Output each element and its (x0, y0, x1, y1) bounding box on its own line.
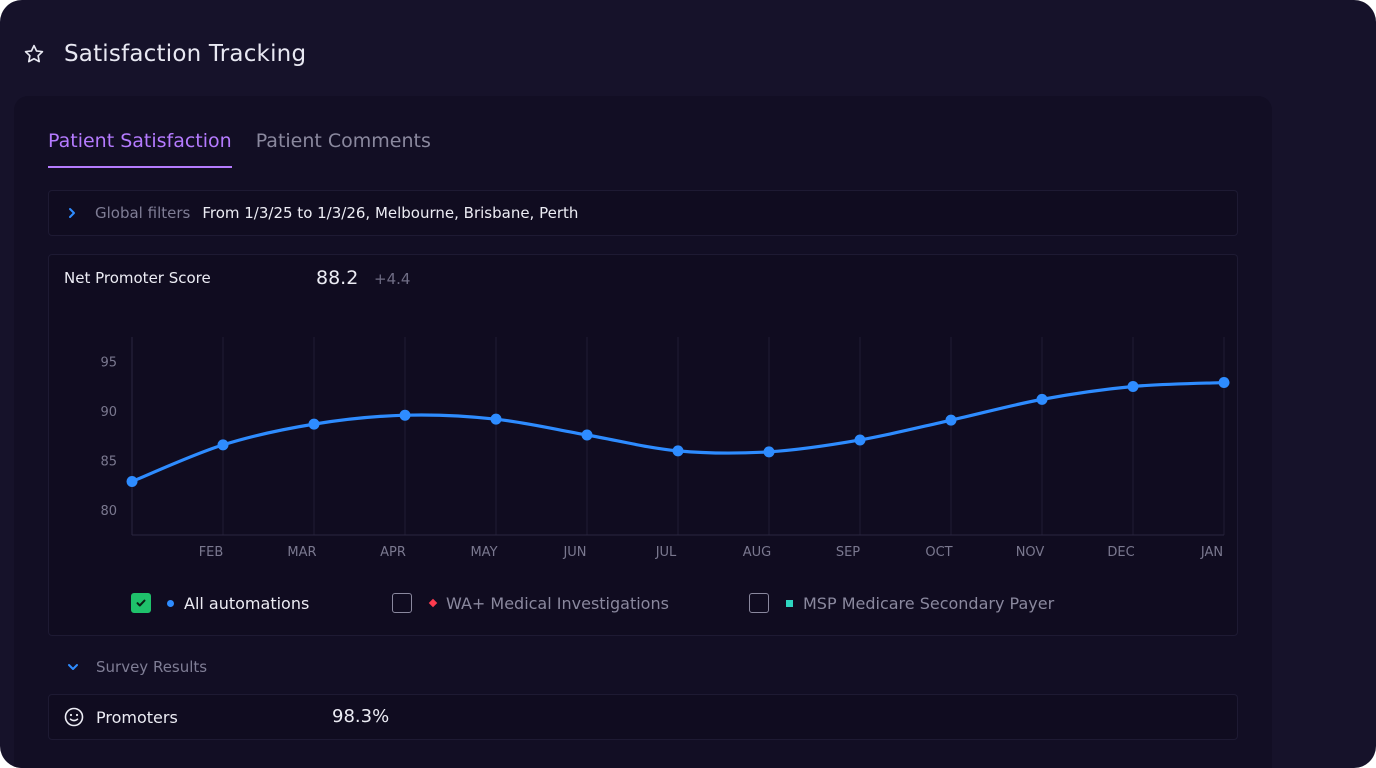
data-point (1218, 377, 1230, 389)
data-point (672, 445, 684, 457)
x-tick-label: AUG (743, 545, 771, 560)
legend-label: WA+ Medical Investigations (446, 593, 669, 613)
checkbox-all-automations[interactable] (131, 593, 151, 613)
data-point (945, 414, 957, 426)
nps-delta: +4.4 (374, 270, 411, 288)
global-filters-value: From 1/3/25 to 1/3/26, Melbourne, Brisba… (202, 204, 579, 222)
legend-item-all-automations[interactable]: All automations (131, 593, 309, 613)
legend-marker-diamond (428, 598, 438, 608)
nps-label: Net Promoter Score (64, 269, 211, 287)
y-tick-label: 85 (100, 454, 117, 469)
global-filters-label: Global filters (95, 204, 191, 222)
legend-label: All automations (184, 593, 310, 613)
data-point (490, 413, 502, 425)
legend-marker-square (786, 599, 793, 607)
star-icon[interactable] (22, 42, 46, 66)
y-tick-label: 95 (100, 355, 117, 370)
data-point (126, 476, 138, 488)
x-tick-label: FEB (199, 545, 224, 560)
global-filters-bar[interactable]: Global filters From 1/3/25 to 1/3/26, Me… (48, 190, 1238, 236)
promoters-label: Promoters (96, 708, 178, 727)
nps-value: 88.2 (316, 267, 359, 289)
x-tick-label: DEC (1107, 545, 1134, 560)
x-tick-label: JUL (655, 545, 677, 560)
data-point (217, 439, 229, 451)
checkbox-wa-medical[interactable] (392, 593, 412, 613)
x-tick-label: JAN (1200, 545, 1223, 560)
nps-chart-card: Net Promoter Score 88.2 +4.4 80 85 90 95 FEB… (48, 254, 1238, 636)
legend-item-wa-medical[interactable]: WA+ Medical Investigations (392, 593, 669, 613)
x-tick-label: NOV (1016, 545, 1045, 560)
tab-patient-satisfaction[interactable]: Patient Satisfaction (48, 130, 232, 168)
chevron-down-icon[interactable] (66, 660, 80, 674)
legend-marker-dot (167, 599, 174, 607)
tab-bar: Patient Satisfaction Patient Comments (48, 130, 431, 168)
page-title: Satisfaction Tracking (64, 41, 307, 67)
survey-results-toggle[interactable]: Survey Results (66, 658, 207, 676)
promoters-value: 98.3% (332, 706, 390, 727)
data-point (1036, 393, 1048, 405)
data-point (399, 409, 411, 421)
x-tick-label: SEP (836, 545, 860, 560)
data-point (581, 429, 593, 441)
y-tick-label: 90 (100, 405, 117, 420)
y-tick-label: 80 (100, 504, 117, 519)
data-point (854, 434, 866, 446)
checkbox-msp[interactable] (749, 593, 769, 613)
nps-line-chart: 80 85 90 95 FEB MAR APR MAY JUN JUL AUG SEP OCT NOV DE… (100, 337, 1230, 560)
tab-patient-comments[interactable]: Patient Comments (255, 130, 431, 152)
promoters-row: Promoters 98.3% (48, 694, 1238, 740)
legend-item-msp[interactable]: MSP Medicare Secondary Payer (749, 593, 1054, 613)
data-point (763, 446, 775, 458)
chevron-right-icon[interactable] (65, 206, 79, 220)
x-tick-label: MAY (470, 545, 497, 560)
smile-icon (64, 707, 84, 727)
content-panel: Patient Satisfaction Patient Comments Gl… (14, 96, 1272, 768)
x-tick-label: MAR (287, 545, 316, 560)
survey-results-label: Survey Results (96, 658, 208, 676)
legend-label: MSP Medicare Secondary Payer (803, 593, 1055, 613)
x-tick-label: JUN (562, 545, 586, 560)
check-icon (136, 599, 146, 607)
x-tick-label: OCT (925, 545, 952, 560)
data-point (308, 418, 320, 430)
page-header: Satisfaction Tracking (22, 38, 306, 70)
data-point (1127, 381, 1139, 392)
x-tick-label: APR (380, 545, 406, 560)
chart-legend: All automations WA+ Medical Investigatio… (131, 593, 1131, 615)
